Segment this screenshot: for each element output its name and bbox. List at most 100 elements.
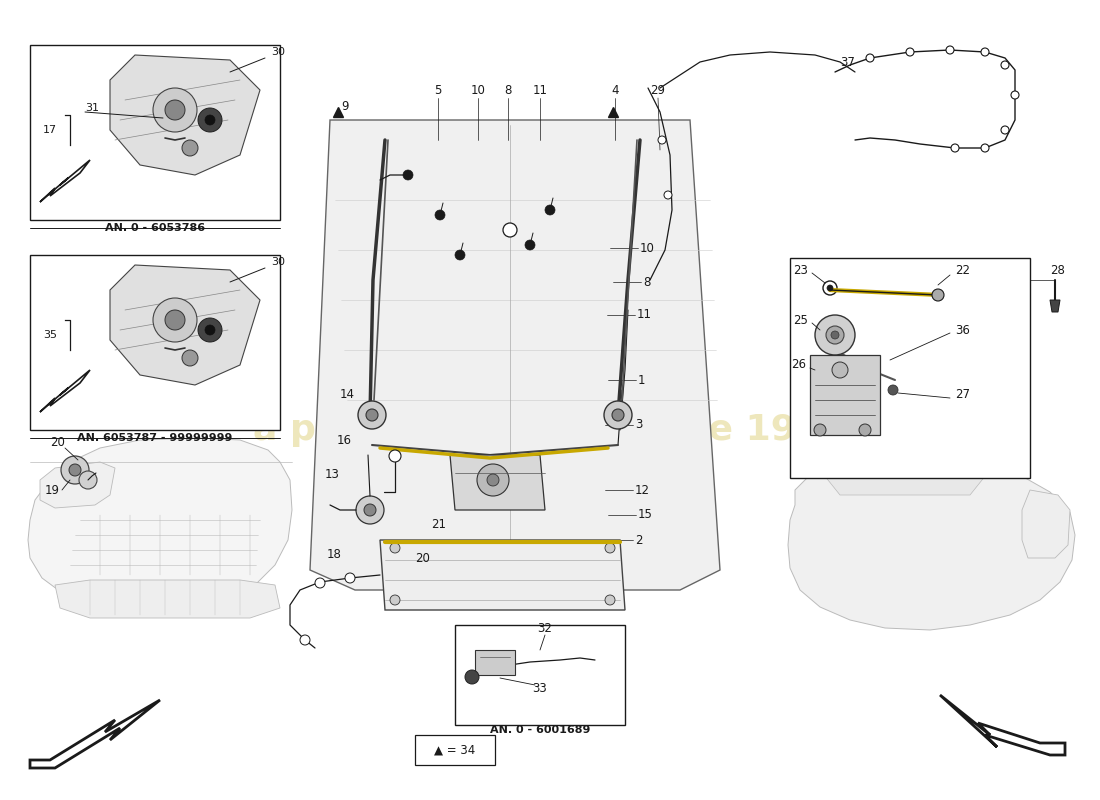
Circle shape xyxy=(165,310,185,330)
Text: 15: 15 xyxy=(638,509,653,522)
Text: 22: 22 xyxy=(955,263,970,277)
Circle shape xyxy=(1001,126,1009,134)
Circle shape xyxy=(612,409,624,421)
Circle shape xyxy=(358,401,386,429)
Circle shape xyxy=(356,496,384,524)
Circle shape xyxy=(153,88,197,132)
Bar xyxy=(30,255,280,430)
Bar xyxy=(455,625,625,725)
Polygon shape xyxy=(450,455,544,510)
Circle shape xyxy=(455,250,465,260)
Circle shape xyxy=(888,385,898,395)
Circle shape xyxy=(932,289,944,301)
Text: 2: 2 xyxy=(635,534,642,546)
Polygon shape xyxy=(55,580,280,618)
Text: 30: 30 xyxy=(271,47,285,57)
Bar xyxy=(810,355,880,435)
Text: 31: 31 xyxy=(85,103,99,113)
Text: 17: 17 xyxy=(43,125,57,135)
Circle shape xyxy=(815,315,855,355)
Circle shape xyxy=(198,108,222,132)
Polygon shape xyxy=(379,540,625,610)
Circle shape xyxy=(605,595,615,605)
Text: 11: 11 xyxy=(637,309,652,322)
Circle shape xyxy=(465,670,478,684)
Circle shape xyxy=(390,595,400,605)
Text: 10: 10 xyxy=(640,242,654,254)
Circle shape xyxy=(153,298,197,342)
Circle shape xyxy=(366,409,378,421)
Circle shape xyxy=(205,325,214,335)
Text: 8: 8 xyxy=(644,275,650,289)
Text: 20: 20 xyxy=(415,551,430,565)
Text: AN. 6053787 - 99999999: AN. 6053787 - 99999999 xyxy=(77,433,233,443)
Polygon shape xyxy=(110,265,260,385)
Text: 23: 23 xyxy=(793,263,808,277)
Circle shape xyxy=(389,450,402,462)
Polygon shape xyxy=(40,160,90,202)
Circle shape xyxy=(664,191,672,199)
Polygon shape xyxy=(940,695,1065,755)
Circle shape xyxy=(814,424,826,436)
Circle shape xyxy=(1001,61,1009,69)
Text: 35: 35 xyxy=(43,330,57,340)
Circle shape xyxy=(79,471,97,489)
Text: 14: 14 xyxy=(340,389,355,402)
Text: 36: 36 xyxy=(955,323,970,337)
Text: 12: 12 xyxy=(635,483,650,497)
Circle shape xyxy=(300,635,310,645)
Circle shape xyxy=(60,456,89,484)
Circle shape xyxy=(315,578,324,588)
Polygon shape xyxy=(40,370,90,412)
Text: ▲ = 34: ▲ = 34 xyxy=(434,743,475,757)
Text: 4: 4 xyxy=(612,83,618,97)
Polygon shape xyxy=(30,700,159,768)
Polygon shape xyxy=(820,462,990,495)
Text: 33: 33 xyxy=(532,682,548,694)
Text: 18: 18 xyxy=(327,549,342,562)
Polygon shape xyxy=(1050,300,1060,312)
Bar xyxy=(30,45,280,220)
Circle shape xyxy=(544,205,556,215)
Polygon shape xyxy=(40,462,116,508)
Text: 26: 26 xyxy=(791,358,806,371)
Circle shape xyxy=(69,464,81,476)
Text: 10: 10 xyxy=(471,83,485,97)
Circle shape xyxy=(981,48,989,56)
Circle shape xyxy=(832,362,848,378)
Text: 20: 20 xyxy=(51,435,65,449)
Text: 16: 16 xyxy=(337,434,352,446)
Text: a passion for cars since 1985: a passion for cars since 1985 xyxy=(253,413,847,447)
Circle shape xyxy=(364,504,376,516)
Circle shape xyxy=(981,144,989,152)
Circle shape xyxy=(434,210,446,220)
Circle shape xyxy=(823,281,837,295)
Circle shape xyxy=(859,424,871,436)
Circle shape xyxy=(604,401,632,429)
Text: 37: 37 xyxy=(840,55,856,69)
Circle shape xyxy=(658,136,666,144)
Text: 5: 5 xyxy=(434,83,442,97)
Polygon shape xyxy=(110,55,260,175)
Text: 19: 19 xyxy=(44,483,59,497)
Bar xyxy=(415,735,495,765)
Polygon shape xyxy=(28,438,292,612)
Text: 28: 28 xyxy=(1050,263,1066,277)
Circle shape xyxy=(390,543,400,553)
Bar xyxy=(475,650,515,675)
Bar xyxy=(790,258,1030,478)
Text: 8: 8 xyxy=(504,83,512,97)
Text: 29: 29 xyxy=(650,83,666,97)
Text: 9: 9 xyxy=(341,101,349,114)
Text: 1: 1 xyxy=(638,374,646,386)
Circle shape xyxy=(477,464,509,496)
Text: 27: 27 xyxy=(955,389,970,402)
Text: 11: 11 xyxy=(532,83,548,97)
Text: 13: 13 xyxy=(326,469,340,482)
Circle shape xyxy=(826,326,844,344)
Circle shape xyxy=(165,100,185,120)
Circle shape xyxy=(830,331,839,339)
Polygon shape xyxy=(310,120,720,590)
Circle shape xyxy=(952,144,959,152)
Circle shape xyxy=(487,474,499,486)
